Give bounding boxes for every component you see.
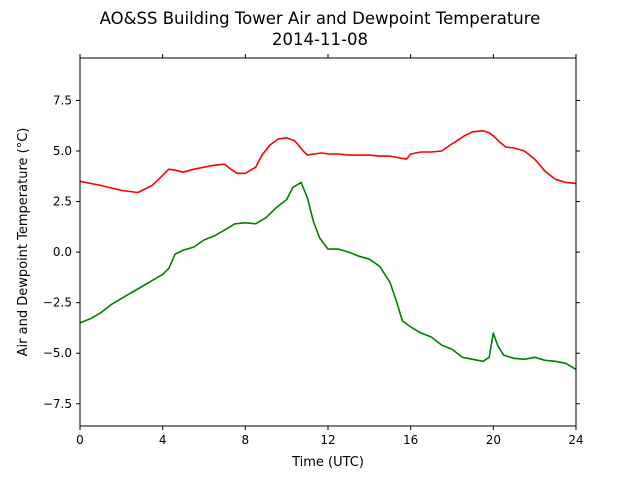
x-tick-label: 0	[76, 433, 84, 447]
x-tick-label: 8	[242, 433, 250, 447]
x-tick-label: 4	[159, 433, 167, 447]
chart-title: AO&SS Building Tower Air and Dewpoint Te…	[100, 9, 541, 28]
x-tick-label: 24	[568, 433, 583, 447]
y-axis-label: Air and Dewpoint Temperature (°C)	[16, 128, 31, 357]
y-tick-label: 0.0	[53, 245, 72, 259]
series-line-2	[79, 181, 577, 371]
ticks-layer: 0 4 8 12 16 20 24 −7.5 −5.0 −2.5 0.0 2.5 5.0 7.5	[43, 54, 584, 447]
y-tick-label: 5.0	[53, 144, 72, 158]
series-layer	[79, 130, 577, 371]
plot-background	[80, 58, 576, 426]
y-tick-label: 2.5	[53, 195, 72, 209]
y-tick-label: −2.5	[43, 296, 72, 310]
chart-subtitle: 2014-11-08	[272, 30, 368, 49]
plot-frame	[79, 57, 577, 427]
y-tick-label: −7.5	[43, 397, 72, 411]
y-tick-label: −5.0	[43, 346, 72, 360]
plot-area: 0 4 8 12 16 20 24 −7.5 −5.0 −2.5 0.0 2.5 5.0 7.5	[43, 54, 584, 447]
x-tick-label: 12	[320, 433, 335, 447]
x-tick-label: 16	[403, 433, 418, 447]
y-tick-label: 7.5	[53, 93, 72, 107]
series-line-1	[79, 130, 577, 194]
x-axis-label: Time (UTC)	[291, 455, 364, 470]
x-tick-label: 20	[486, 433, 501, 447]
